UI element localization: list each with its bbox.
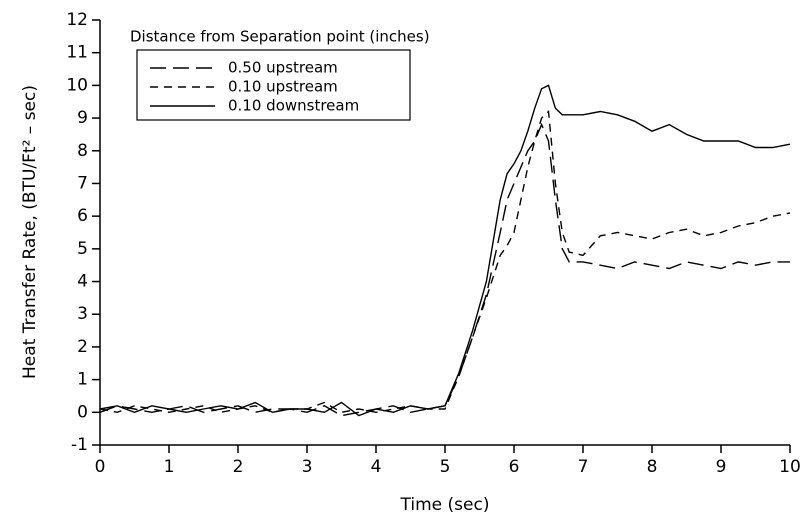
y-tick-label: -1: [71, 435, 88, 455]
y-tick-label: 11: [66, 43, 88, 63]
legend-label: 0.10 downstream: [228, 97, 359, 115]
x-tick-label: 7: [578, 457, 589, 477]
x-tick-label: 10: [779, 457, 801, 477]
x-tick-label: 0: [95, 457, 106, 477]
y-tick-label: 1: [77, 370, 88, 390]
y-tick-label: 2: [77, 337, 88, 357]
y-tick-label: 3: [77, 304, 88, 324]
y-axis-label: Heat Transfer Rate, (BTU/Ft² – sec): [20, 85, 40, 379]
x-axis-label: Time (sec): [400, 495, 490, 515]
y-tick-label: 10: [66, 75, 88, 95]
y-tick-label: 0: [77, 402, 88, 422]
x-tick-label: 3: [302, 457, 313, 477]
legend-label: 0.10 upstream: [228, 78, 338, 96]
series-line: [99, 84, 791, 417]
y-tick-label: 9: [77, 108, 88, 128]
x-tick-label: 9: [716, 457, 727, 477]
y-tick-label: 5: [77, 239, 88, 259]
series-line: [99, 109, 791, 414]
legend-title: Distance from Separation point (inches): [130, 28, 430, 46]
x-tick-label: 8: [647, 457, 658, 477]
x-tick-label: 1: [164, 457, 175, 477]
y-tick-label: 8: [77, 141, 88, 161]
series-line: [99, 122, 790, 417]
y-tick-label: 7: [77, 173, 88, 193]
y-tick-label: 4: [77, 272, 88, 292]
x-tick-label: 2: [233, 457, 244, 477]
legend-label: 0.50 upstream: [228, 59, 338, 77]
y-tick-label: 6: [77, 206, 88, 226]
x-tick-label: 4: [371, 457, 382, 477]
x-tick-label: 6: [509, 457, 520, 477]
legend-box: [136, 49, 411, 121]
y-tick-label: 12: [66, 10, 88, 30]
x-tick-label: 5: [440, 457, 451, 477]
